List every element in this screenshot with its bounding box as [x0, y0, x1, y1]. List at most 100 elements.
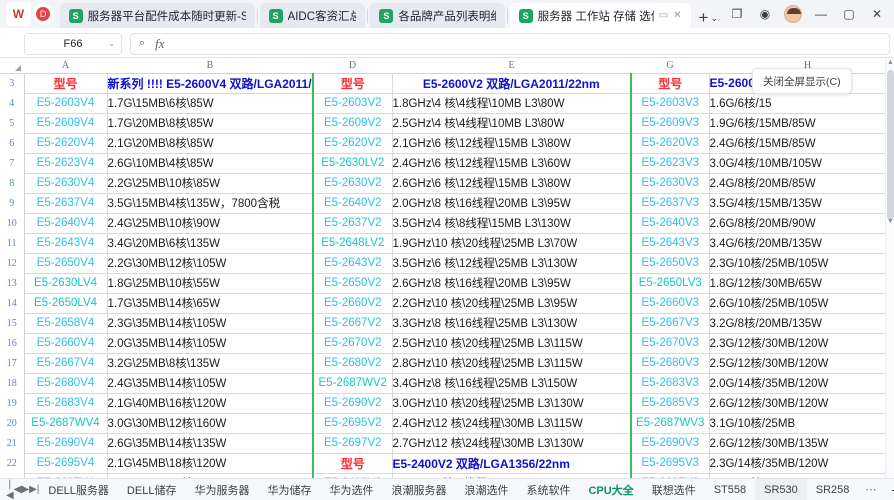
function-icon[interactable]: fx: [155, 35, 165, 51]
sheet-tab-3[interactable]: 华为储存: [267, 484, 312, 497]
scroll-down-arrow[interactable]: ▼: [887, 218, 894, 225]
close-button[interactable]: ✕: [871, 7, 883, 21]
cell-H7[interactable]: 3.0G/4核/10MB/105W: [708, 152, 894, 174]
cell-B17[interactable]: 3.2G\25MB\8核\135W: [106, 352, 314, 374]
sheet-tab-5[interactable]: 浪潮服务器: [391, 484, 447, 497]
cell-G16[interactable]: E5-2670V3: [630, 332, 710, 354]
row-header[interactable]: 16: [0, 333, 25, 353]
cell-G22[interactable]: E5-2695V3: [630, 452, 710, 474]
sheet-tab-6[interactable]: 浪潮选件: [464, 484, 509, 497]
cell-G15[interactable]: E5-2667V3: [630, 312, 710, 334]
cell-B9[interactable]: 3.5G\15MB\4核\135W，7800含税: [106, 192, 314, 214]
row-header[interactable]: 5: [0, 113, 25, 133]
exit-fullscreen-chip[interactable]: 关闭全屏显示(C): [752, 68, 852, 94]
cell-E18[interactable]: 3.4GHz\8 核\16线程\25MB L3\150W: [391, 372, 632, 394]
cell-E11[interactable]: 1.9GHz\10 核\20线程\25MB L3\70W: [391, 232, 632, 254]
cell-E17[interactable]: 2.8GHz\10 核\20线程\25MB L3\115W: [391, 352, 632, 374]
cell-D7[interactable]: E5-2630LV2: [312, 152, 393, 174]
row-header[interactable]: 15: [0, 313, 25, 333]
maximize-button[interactable]: ▢: [843, 7, 855, 21]
cell-A10[interactable]: E5-2640V4: [23, 212, 108, 234]
cell-A14[interactable]: E5-2650LV4: [23, 292, 108, 314]
document-tab-0[interactable]: S 服务器平台配件成本随时更新-S...: [59, 3, 255, 28]
row-header[interactable]: 3: [0, 73, 25, 93]
table-row[interactable]: 20 E5-2687WV4 3.0G\30MB\12核\160W E5-2695V2 2…: [0, 412, 894, 434]
cell-D13[interactable]: E5-2650V2: [312, 272, 393, 294]
table-row[interactable]: 16 E5-2660V4 2.0G\35MB\14核\105W E5-2670V2 2.…: [0, 332, 894, 354]
cell-A13[interactable]: E5-2630LV4: [23, 272, 108, 294]
cell-A21[interactable]: E5-2690V4: [23, 432, 108, 454]
row-header[interactable]: 8: [0, 173, 25, 193]
cell-E16[interactable]: 2.5GHz\10 核\20线程\25MB L3\115W: [391, 332, 632, 354]
table-row[interactable]: 12 E5-2650V4 2.2G\30MB\12核\105W E5-2643V2 3.…: [0, 252, 894, 274]
cell-E13[interactable]: 2.6GHz\8 核\16线程\20MB L3\95W: [391, 272, 632, 294]
cell-B16[interactable]: 2.0G\35MB\14核\105W: [106, 332, 314, 354]
vertical-scrollbar[interactable]: ▲ ▼: [885, 58, 894, 478]
column-header-B[interactable]: B: [107, 58, 313, 74]
cell-B6[interactable]: 2.1G\20MB\8核\85W: [106, 132, 314, 154]
sheet-tab-1[interactable]: DELL储存: [126, 484, 177, 497]
cell-E19[interactable]: 3.0GHz\10 核\20线程\25MB L3\130W: [391, 392, 632, 414]
cell-D19[interactable]: E5-2690V2: [312, 392, 393, 414]
cell-E22[interactable]: E5-2400V2 双路/LGA1356/22nm: [391, 452, 632, 474]
row-header[interactable]: 22: [0, 453, 25, 473]
row-header[interactable]: 4: [0, 93, 25, 113]
scroll-up-arrow[interactable]: ▲: [887, 59, 894, 66]
cell-A5[interactable]: E5-2609V4: [23, 112, 108, 134]
secondary-app-icon[interactable]: D: [32, 3, 54, 25]
cell-H12[interactable]: 2.3G/10核/25MB/105W: [708, 252, 894, 274]
shield-icon[interactable]: ◉: [759, 7, 771, 21]
cell-H15[interactable]: 3.2G/8核/20MB/135W: [708, 312, 894, 334]
row-header[interactable]: 18: [0, 373, 25, 393]
cell-B19[interactable]: 2.1G\40MB\16核\120W: [106, 392, 314, 414]
first-sheet-button[interactable]: |◀: [6, 478, 14, 500]
table-row[interactable]: 6 E5-2620V4 2.1G\20MB\8核\85W E5-2620V2 2.1GH…: [0, 132, 894, 154]
table-row[interactable]: 19 E5-2683V4 2.1G\40MB\16核\120W E5-2690V2 3.…: [0, 392, 894, 414]
cell-B13[interactable]: 1.8G\25MB\10核\55W: [106, 272, 314, 294]
cell-B12[interactable]: 2.2G\30MB\12核\105W: [106, 252, 314, 274]
tab-restore-icon[interactable]: ▭: [658, 10, 669, 21]
sheet-tab-9[interactable]: 联想选件: [651, 484, 696, 497]
cell-E14[interactable]: 2.2GHz\10 核\20线程\25MB L3\95W: [391, 292, 632, 314]
cell-H5[interactable]: 1.9G/6核/15MB/85W: [708, 112, 894, 134]
cell-B18[interactable]: 2.4G\35MB\14核\105W: [106, 372, 314, 394]
cell-H13[interactable]: 1.8G/12核/30MB/65W: [708, 272, 894, 294]
table-row[interactable]: 18 E5-2680V4 2.4G\35MB\14核\105W E5-2687WV2 3…: [0, 372, 894, 394]
cell-G8[interactable]: E5-2630V3: [630, 172, 710, 194]
cell-H16[interactable]: 2.3G/12核/30MB/120W: [708, 332, 894, 354]
cell-D6[interactable]: E5-2620V2: [312, 132, 393, 154]
cell-D8[interactable]: E5-2630V2: [312, 172, 393, 194]
column-header-D[interactable]: D: [313, 58, 392, 74]
row-header[interactable]: 6: [0, 133, 25, 153]
table-row[interactable]: 17 E5-2667V4 3.2G\25MB\8核\135W E5-2680V2 2.8…: [0, 352, 894, 374]
cell-G11[interactable]: E5-2643V3: [630, 232, 710, 254]
cell-G19[interactable]: E5-2685V3: [630, 392, 710, 414]
cell-D12[interactable]: E5-2643V2: [312, 252, 393, 274]
cell-B20[interactable]: 3.0G\30MB\12核\160W: [106, 412, 314, 434]
row-header[interactable]: 13: [0, 273, 25, 293]
table-row[interactable]: 10 E5-2640V4 2.4G\25MB\10核\90W E5-2637V2 3.5…: [0, 212, 894, 234]
cell-B15[interactable]: 2.3G\35MB\14核\105W: [106, 312, 314, 334]
cell-A19[interactable]: E5-2683V4: [23, 392, 108, 414]
cell-E8[interactable]: 2.6GHz\6 核\12线程\15MB L3\80W: [391, 172, 632, 194]
table-row[interactable]: 7 E5-2623V4 2.6G\10MB\4核\85W E5-2630LV2 2.4G…: [0, 152, 894, 174]
row-header[interactable]: 23: [0, 473, 25, 478]
cell-B8[interactable]: 2.2G\25MB\10核\85W: [106, 172, 314, 194]
cell-G9[interactable]: E5-2637V3: [630, 192, 710, 214]
cell-G12[interactable]: E5-2650V3: [630, 252, 710, 274]
table-row[interactable]: 9 E5-2637V4 3.5G\15MB\4核\135W，7800含税 E5-264…: [0, 192, 894, 214]
cell-A8[interactable]: E5-2630V4: [23, 172, 108, 194]
cell-A15[interactable]: E5-2658V4: [23, 312, 108, 334]
cell-A9[interactable]: E5-2637V4: [23, 192, 108, 214]
row-header[interactable]: 11: [0, 233, 25, 253]
select-all-corner[interactable]: [0, 58, 24, 74]
spreadsheet-grid[interactable]: 关闭全屏显示(C) A B D E G H 3 型号 新系列 !!!! E5-260…: [0, 58, 894, 478]
column-header-E[interactable]: E: [392, 58, 631, 74]
cell-A12[interactable]: E5-2650V4: [23, 252, 108, 274]
cell-H21[interactable]: 2.6G/12核/30MB/135W: [708, 432, 894, 454]
cell-D22[interactable]: 型号: [312, 452, 393, 474]
document-tab-3[interactable]: S 服务器 工作站 存储 选件 ▭ ✕: [509, 3, 691, 28]
table-row[interactable]: 5 E5-2609V4 1.7G\20MB\8核\85W E5-2609V2 2.5GH…: [0, 112, 894, 134]
tab-close-icon[interactable]: ✕: [673, 10, 682, 21]
table-row[interactable]: 15 E5-2658V4 2.3G\35MB\14核\105W E5-2667V2 3.…: [0, 312, 894, 334]
